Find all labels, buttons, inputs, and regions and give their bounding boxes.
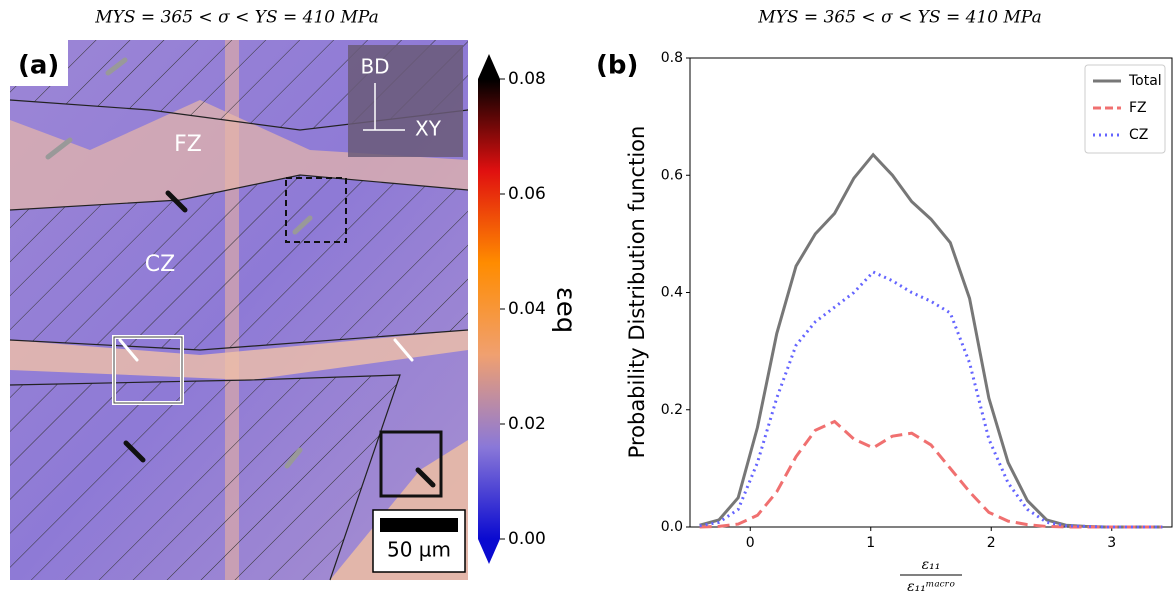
colorbar-tick-label: 0.00 [508, 529, 546, 549]
plot-area: 0.0 0.2 0.4 0.6 0.8 0 1 2 3 Total FZ CZ [661, 50, 1173, 551]
colorbar-tick-label: 0.04 [508, 299, 546, 319]
colorbar-fill [478, 79, 500, 539]
x-axis-label: ε₁₁ [922, 557, 941, 573]
scale-bar-label: 50 µm [387, 538, 451, 562]
micrograph [9, 40, 469, 581]
panel-label: (a) [18, 51, 59, 81]
colorbar-label: εeq [551, 287, 581, 334]
y-tick-label: 0.6 [661, 167, 683, 183]
series-line [699, 419, 1163, 529]
legend-label: FZ [1129, 100, 1147, 116]
annotation: FZ [174, 132, 202, 157]
y-tick-label: 0.8 [661, 50, 683, 66]
colorbar-extend [478, 54, 500, 79]
x-axis-label: ε₁₁ᵐᵃᶜʳᵒ [907, 579, 955, 595]
colorbar-tick-label: 0.08 [508, 69, 546, 89]
annotation: BD [360, 55, 389, 79]
annotation: CZ [145, 252, 175, 277]
annotation: XY [415, 117, 442, 141]
colorbar: 0.00 0.02 0.04 0.06 0.08 [478, 54, 546, 564]
panel-label: (b) [596, 51, 638, 81]
colorbar-extend [478, 539, 500, 564]
panel-title: MYS = 365 < σ < YS = 410 MPa [757, 8, 1041, 28]
series-line [699, 270, 1163, 529]
colorbar-tick-label: 0.02 [508, 414, 546, 434]
y-tick-label: 0.0 [661, 519, 683, 535]
x-tick-label: 0 [746, 535, 755, 551]
y-tick-label: 0.4 [661, 285, 683, 301]
series-line [699, 152, 1163, 529]
y-tick-label: 0.2 [661, 402, 683, 418]
legend-label: CZ [1129, 127, 1148, 143]
legend-label: Total [1128, 73, 1162, 89]
x-tick-label: 2 [987, 535, 996, 551]
panel-title: MYS = 365 < σ < YS = 410 MPa [94, 8, 378, 28]
colorbar-tick-label: 0.06 [508, 184, 546, 204]
x-tick-label: 1 [866, 535, 875, 551]
legend-box [1084, 64, 1166, 154]
y-axis-label: Probability Distribution function [625, 126, 649, 459]
x-tick-label: 3 [1107, 535, 1116, 551]
